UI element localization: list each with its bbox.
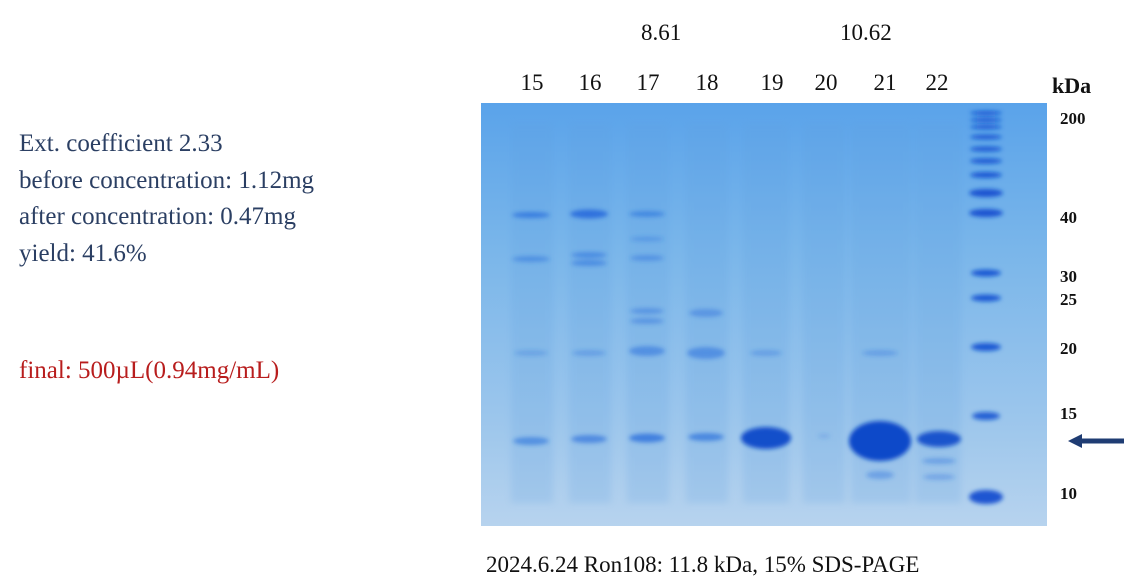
- target-band-arrow-icon: [1068, 434, 1124, 448]
- before-concentration-text: before concentration: 1.12mg: [19, 167, 315, 194]
- peak-label-2: 10.62: [840, 20, 892, 45]
- lane-number-16: 16: [578, 70, 602, 95]
- lane-number-15: 15: [520, 70, 544, 95]
- yield-text: yield: 41.6%: [19, 240, 147, 267]
- mw-label-200: 200: [1060, 109, 1086, 128]
- lane-number-19: 19: [760, 70, 784, 95]
- sds-page-gel-image: [481, 103, 1047, 526]
- mw-label-25: 25: [1060, 290, 1077, 309]
- after-concentration-text: after concentration: 0.47mg: [19, 203, 296, 230]
- mw-label-10: 10: [1060, 484, 1077, 503]
- mw-label-30: 30: [1060, 267, 1077, 286]
- lane-number-20: 20: [814, 70, 838, 95]
- final-text: final: 500µL(0.94mg/mL): [19, 357, 280, 384]
- mw-label-15: 15: [1060, 404, 1077, 423]
- peak-label-1: 8.61: [641, 20, 682, 45]
- lane-number-17: 17: [636, 70, 660, 95]
- lane-number-21: 21: [873, 70, 897, 95]
- mw-label-40: 40: [1060, 208, 1077, 227]
- mw-label-20: 20: [1060, 339, 1077, 358]
- lane-number-22: 22: [925, 70, 949, 95]
- ext-coefficient-text: Ext. coefficient 2.33: [19, 130, 223, 157]
- kda-unit-label: kDa: [1052, 73, 1092, 98]
- lane-number-18: 18: [695, 70, 719, 95]
- gel-caption: 2024.6.24 Ron108: 11.8 kDa, 15% SDS-PAGE: [486, 552, 920, 577]
